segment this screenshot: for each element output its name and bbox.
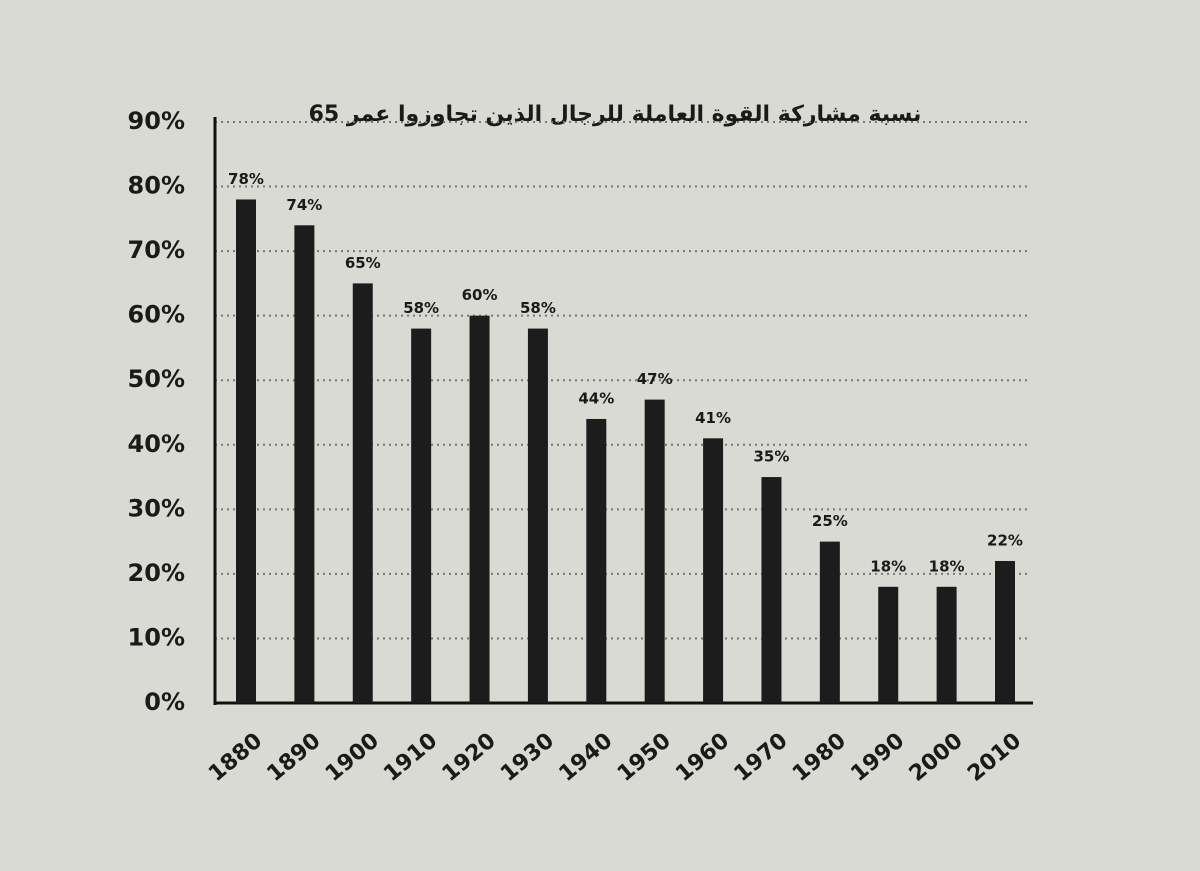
- y-tick-label: 80%: [128, 172, 185, 200]
- bar: [878, 586, 899, 703]
- bar: [819, 541, 840, 703]
- value-label: 74%: [286, 196, 322, 214]
- bar: [644, 399, 665, 703]
- y-tick-label: 10%: [128, 623, 185, 651]
- chart-title: نسبة مشاركة القوة العاملة للرجال الذين ت…: [309, 102, 922, 127]
- y-tick-label: 40%: [128, 430, 185, 458]
- y-tick-label: 0%: [144, 688, 185, 716]
- value-label: 18%: [870, 557, 906, 575]
- y-tick-label: 30%: [128, 494, 185, 522]
- value-label: 58%: [403, 299, 439, 317]
- value-label: 60%: [462, 286, 498, 304]
- bar: [936, 586, 957, 703]
- bar: [703, 438, 724, 703]
- y-tick-label: 60%: [128, 301, 185, 329]
- value-label: 44%: [578, 389, 614, 407]
- bar: [236, 199, 256, 703]
- bar: [411, 328, 432, 703]
- value-label: 22%: [987, 531, 1023, 549]
- y-tick-label: 20%: [128, 559, 185, 587]
- value-label: 18%: [929, 557, 965, 575]
- value-label: 25%: [812, 512, 848, 530]
- bar: [352, 283, 373, 703]
- bar: [527, 328, 548, 703]
- value-label: 78%: [228, 170, 264, 188]
- bar: [294, 225, 315, 704]
- y-tick-label: 90%: [128, 107, 185, 135]
- value-label: 58%: [520, 299, 556, 317]
- bar: [995, 560, 1015, 703]
- bar: [586, 418, 607, 703]
- value-label: 41%: [695, 409, 731, 427]
- y-tick-label: 50%: [128, 365, 185, 393]
- value-label: 35%: [754, 448, 790, 466]
- bar: [761, 477, 782, 703]
- value-label: 65%: [345, 254, 381, 272]
- bar: [469, 315, 490, 703]
- value-label: 47%: [637, 370, 673, 388]
- y-tick-label: 70%: [128, 236, 185, 264]
